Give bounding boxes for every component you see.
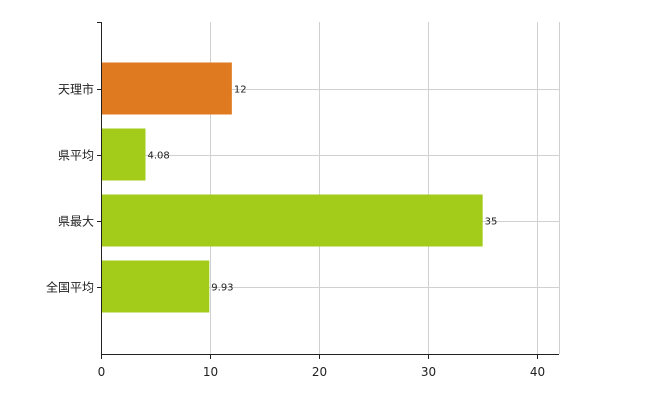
bar-0 [101, 62, 232, 115]
x-tick-label-3: 30 [421, 365, 436, 379]
x-tick-label-4: 40 [530, 365, 545, 379]
data-label-2: 35 [485, 217, 498, 228]
x-tick-label-2: 20 [312, 365, 327, 379]
category-label-0: 天理市 [58, 82, 94, 97]
data-label-0: 12 [234, 85, 247, 96]
x-tick-label-1: 10 [203, 365, 218, 379]
bar-1 [101, 128, 146, 181]
category-label-2: 県最大 [58, 215, 94, 229]
x-tick-label-0: 0 [98, 365, 106, 379]
bar-3 [101, 260, 210, 313]
category-label-3: 全国平均 [46, 280, 94, 295]
bar-2 [101, 194, 483, 247]
bars [101, 62, 483, 313]
data-label-3: 9.93 [211, 283, 233, 294]
category-label-1: 県平均 [58, 149, 94, 163]
data-label-1: 4.08 [147, 151, 169, 162]
axes [97, 22, 559, 359]
